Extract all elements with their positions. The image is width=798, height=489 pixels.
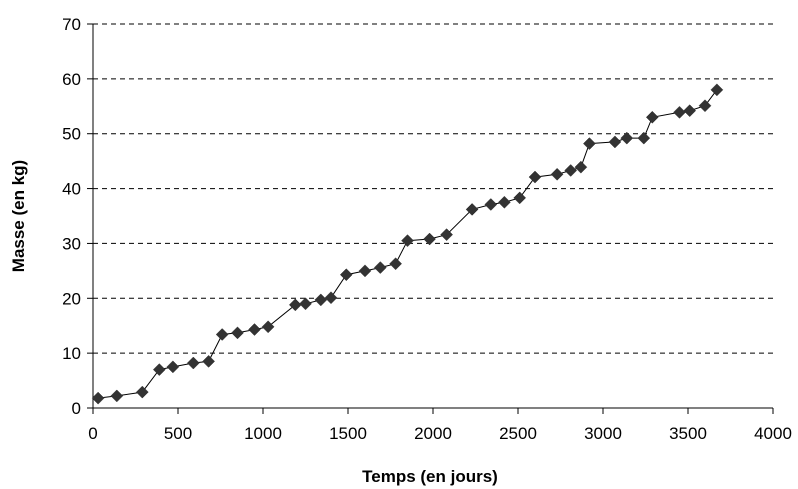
data-point <box>110 389 124 403</box>
x-tick-label: 0 <box>88 424 97 443</box>
y-tick-label: 30 <box>62 234 81 253</box>
data-point <box>513 191 527 205</box>
x-tick-label: 500 <box>164 424 192 443</box>
data-point <box>299 297 312 311</box>
y-tick-label: 50 <box>62 125 81 144</box>
data-point <box>564 164 578 177</box>
data-point <box>440 228 453 242</box>
data-point <box>261 320 275 334</box>
x-tick-label: 1000 <box>244 424 282 443</box>
data-point <box>645 110 659 124</box>
axis-ticks: 0 10 20 30 40 50 60 70 0 500 1000 1500 2000 2500 3000 3… <box>62 15 792 443</box>
x-tick-label: 2000 <box>414 424 452 443</box>
data-point <box>358 264 372 278</box>
data-point <box>465 203 479 216</box>
data-point <box>673 105 686 119</box>
y-tick-label: 0 <box>72 399 81 418</box>
data-point <box>423 232 436 246</box>
data-point <box>389 257 402 271</box>
data-point <box>231 326 244 340</box>
data-point <box>202 355 215 368</box>
gridlines <box>93 23 773 354</box>
data-point <box>608 135 622 149</box>
data-point <box>710 83 724 97</box>
y-tick-label: 10 <box>62 344 81 363</box>
data-point <box>550 167 564 181</box>
data-point <box>135 385 149 399</box>
x-tick-label: 1500 <box>329 424 367 443</box>
y-tick-label: 40 <box>62 180 81 199</box>
data-point <box>215 328 229 341</box>
data-point <box>583 137 596 150</box>
data-point <box>324 291 338 305</box>
data-point <box>683 104 697 118</box>
data-point <box>637 131 651 145</box>
series-markers <box>91 83 724 405</box>
data-point <box>288 298 302 312</box>
x-tick-label: 4000 <box>754 424 792 443</box>
data-point <box>484 198 498 211</box>
x-tick-label: 3500 <box>669 424 707 443</box>
x-axis-title: Temps (en jours) <box>362 467 498 486</box>
data-point <box>401 234 414 248</box>
x-tick-label: 2500 <box>499 424 537 443</box>
data-point <box>166 360 180 374</box>
x-tick-label: 3000 <box>584 424 622 443</box>
data-point <box>91 391 105 405</box>
data-point <box>574 160 588 174</box>
y-tick-label: 70 <box>62 15 81 34</box>
data-point <box>528 170 542 184</box>
data-point <box>339 268 353 282</box>
data-point <box>152 363 166 376</box>
data-point <box>373 261 387 274</box>
y-axis-title: Masse (en kg) <box>9 160 28 272</box>
data-point <box>620 131 634 145</box>
data-point <box>698 99 712 113</box>
y-tick-label: 20 <box>62 289 81 308</box>
data-point <box>498 195 511 209</box>
data-point <box>186 356 200 370</box>
data-point <box>314 293 328 307</box>
data-point <box>248 323 261 336</box>
y-tick-label: 60 <box>62 70 81 89</box>
